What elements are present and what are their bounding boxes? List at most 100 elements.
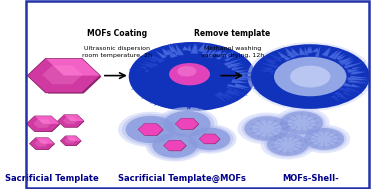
Polygon shape: [347, 77, 370, 81]
Polygon shape: [322, 97, 330, 105]
Polygon shape: [350, 72, 367, 74]
Polygon shape: [29, 138, 42, 144]
Polygon shape: [276, 94, 285, 100]
Polygon shape: [234, 78, 251, 81]
Polygon shape: [258, 78, 275, 81]
Polygon shape: [138, 124, 163, 135]
Polygon shape: [130, 69, 149, 73]
Polygon shape: [257, 81, 275, 85]
Polygon shape: [195, 97, 201, 107]
Polygon shape: [201, 43, 208, 53]
Polygon shape: [64, 76, 100, 93]
Polygon shape: [64, 58, 100, 76]
Polygon shape: [46, 58, 82, 76]
Polygon shape: [334, 91, 348, 100]
Polygon shape: [66, 141, 76, 146]
Polygon shape: [42, 65, 82, 84]
Polygon shape: [321, 47, 331, 56]
Polygon shape: [324, 48, 332, 57]
Polygon shape: [64, 121, 77, 127]
Polygon shape: [342, 91, 352, 97]
Circle shape: [244, 116, 289, 141]
Polygon shape: [336, 93, 347, 100]
Polygon shape: [351, 71, 366, 75]
Text: Methanol washing
vacuum drying, 12h: Methanol washing vacuum drying, 12h: [200, 46, 264, 58]
Circle shape: [274, 57, 347, 96]
Polygon shape: [304, 47, 309, 56]
Polygon shape: [338, 57, 353, 64]
Polygon shape: [306, 46, 312, 53]
Polygon shape: [257, 70, 274, 74]
Polygon shape: [164, 140, 186, 151]
Polygon shape: [347, 69, 361, 73]
Polygon shape: [63, 117, 78, 124]
Polygon shape: [257, 73, 269, 77]
Polygon shape: [177, 119, 199, 130]
Circle shape: [265, 132, 311, 157]
Circle shape: [274, 137, 301, 152]
Polygon shape: [208, 98, 217, 107]
Circle shape: [149, 131, 201, 160]
Polygon shape: [143, 64, 154, 68]
Circle shape: [302, 127, 347, 151]
Polygon shape: [350, 84, 361, 88]
Polygon shape: [180, 102, 185, 106]
Polygon shape: [156, 52, 167, 59]
Polygon shape: [312, 47, 320, 53]
Circle shape: [160, 109, 214, 139]
Polygon shape: [328, 49, 340, 58]
Polygon shape: [315, 99, 320, 108]
Circle shape: [237, 112, 296, 144]
Polygon shape: [225, 62, 243, 68]
Polygon shape: [190, 43, 198, 54]
Polygon shape: [71, 141, 81, 146]
Polygon shape: [139, 124, 164, 136]
Polygon shape: [208, 95, 220, 107]
Circle shape: [189, 128, 230, 150]
Polygon shape: [36, 138, 48, 144]
Polygon shape: [336, 55, 347, 61]
Polygon shape: [61, 136, 82, 146]
Polygon shape: [222, 51, 235, 58]
Circle shape: [169, 63, 210, 85]
Polygon shape: [216, 91, 233, 102]
Polygon shape: [227, 84, 251, 91]
Polygon shape: [137, 75, 152, 79]
Polygon shape: [60, 141, 71, 146]
Polygon shape: [200, 135, 220, 144]
Polygon shape: [168, 44, 177, 53]
Polygon shape: [182, 46, 190, 51]
Polygon shape: [226, 86, 240, 91]
Circle shape: [156, 107, 218, 140]
Polygon shape: [224, 59, 241, 66]
Polygon shape: [27, 58, 64, 76]
Polygon shape: [257, 76, 274, 78]
Polygon shape: [295, 98, 302, 105]
Polygon shape: [141, 61, 158, 67]
Polygon shape: [315, 45, 321, 57]
Polygon shape: [231, 79, 249, 83]
Polygon shape: [269, 54, 283, 61]
Polygon shape: [58, 115, 71, 121]
Polygon shape: [42, 138, 55, 144]
Polygon shape: [291, 47, 300, 57]
Polygon shape: [60, 136, 71, 141]
Polygon shape: [129, 70, 145, 73]
Polygon shape: [239, 72, 257, 75]
Circle shape: [304, 128, 344, 150]
Polygon shape: [201, 44, 209, 55]
Polygon shape: [271, 90, 286, 98]
Polygon shape: [205, 44, 215, 57]
Polygon shape: [339, 58, 355, 65]
Polygon shape: [29, 144, 42, 149]
Circle shape: [278, 110, 326, 136]
Polygon shape: [144, 87, 161, 94]
Polygon shape: [219, 51, 227, 57]
Polygon shape: [46, 76, 82, 93]
Circle shape: [183, 124, 237, 154]
Polygon shape: [259, 78, 275, 80]
Polygon shape: [149, 93, 160, 99]
Polygon shape: [329, 96, 336, 101]
Polygon shape: [343, 62, 365, 69]
Circle shape: [273, 108, 329, 138]
